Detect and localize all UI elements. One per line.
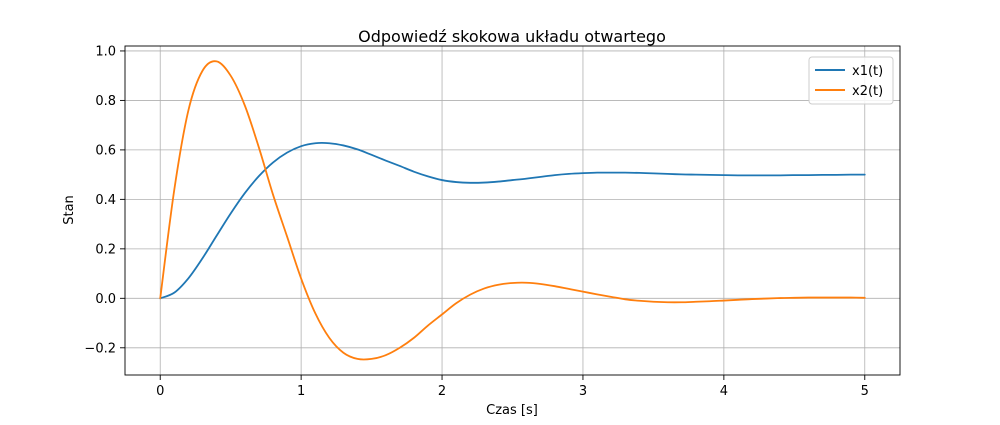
series-line-x1t <box>159 141 866 300</box>
y-tick-label: 0.8 <box>95 94 116 109</box>
y-tick-label: −0.2 <box>84 341 116 356</box>
series-line-x2t <box>159 60 866 361</box>
x-tick-label: 5 <box>861 384 869 399</box>
x-tick-label: 0 <box>156 384 164 399</box>
legend-label-x1: x1(t) <box>852 64 883 79</box>
axis-ticks: 0 1 2 3 4 5 −0.2 0.0 0.2 0.4 0.6 0.8 1.0 <box>84 44 868 399</box>
y-tick-label: 0.2 <box>95 242 116 257</box>
x-tick-label: 2 <box>438 384 446 399</box>
y-tick-label: 0.6 <box>95 143 116 158</box>
y-tick-label: 0.4 <box>95 193 116 208</box>
legend-label-x2: x2(t) <box>852 84 883 99</box>
x-axis-label: Czas [s] <box>486 403 538 418</box>
grid-layer <box>125 46 900 375</box>
y-tick-label: 1.0 <box>95 44 116 59</box>
x-tick-label: 4 <box>720 384 728 399</box>
x-tick-label: 3 <box>579 384 587 399</box>
series-lines <box>159 60 866 361</box>
x-tick-label: 1 <box>297 384 305 399</box>
legend: x1(t) x2(t) <box>808 56 894 105</box>
chart-title: Odpowiedź skokowa układu otwartego <box>358 27 666 46</box>
plot-frame <box>124 45 901 376</box>
y-tick-label: 0.0 <box>95 292 116 307</box>
legend-box <box>808 56 894 105</box>
y-axis-label: Stan <box>62 195 77 225</box>
